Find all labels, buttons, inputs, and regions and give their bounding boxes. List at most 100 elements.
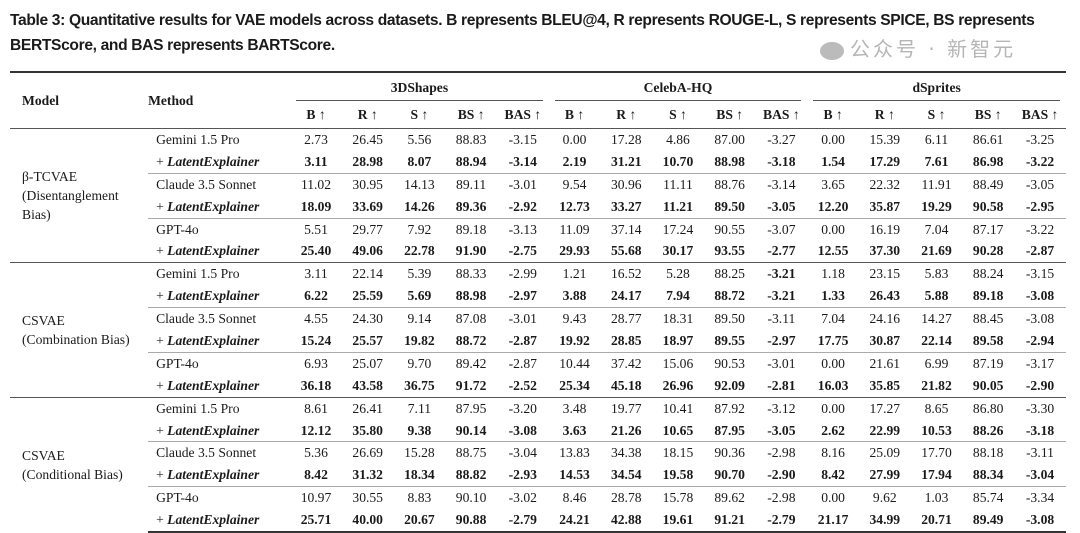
value-cell: 20.71: [910, 509, 963, 533]
value-cell: 37.42: [600, 351, 653, 375]
value-cell: 12.12: [300, 422, 332, 438]
value-cell: 26.45: [341, 127, 394, 151]
value-cell: 31.21: [610, 153, 642, 169]
value-cell: 5.28: [652, 262, 704, 286]
value-cell: 3.65: [807, 172, 859, 196]
value-cell: 89.58: [972, 332, 1004, 348]
value-cell: 8.42: [304, 467, 328, 483]
method-cell: + LatentExplainer: [148, 420, 290, 442]
value-cell: 22.99: [869, 422, 901, 438]
value-cell: 90.55: [703, 217, 756, 241]
value-cell: 87.95: [714, 422, 745, 438]
value-cell: 17.29: [869, 153, 901, 169]
value-cell: 18.34: [404, 467, 435, 483]
value-cell: -3.04: [496, 441, 549, 465]
value-cell: 5.83: [910, 262, 963, 286]
latent-prefix: +: [156, 198, 168, 214]
value-cell: 21.61: [858, 351, 911, 375]
value-cell: 3.88: [562, 288, 587, 304]
value-cell: 34.54: [610, 467, 642, 483]
value-cell: 2.19: [562, 153, 587, 169]
value-cell: 89.18: [972, 288, 1004, 304]
value-cell: 14.13: [393, 172, 446, 196]
value-cell: 8.61: [290, 396, 342, 420]
value-cell: 7.11: [393, 396, 446, 420]
value-cell: 30.17: [662, 243, 694, 259]
method-cell: + LatentExplainer: [148, 330, 290, 352]
value-cell: 11.91: [910, 172, 963, 196]
table-row: + LatentExplainer 18.09 33.69 14.26 89.36 -2.…: [10, 196, 1066, 218]
value-cell: 17.94: [921, 467, 952, 483]
value-cell: 10.41: [652, 396, 704, 420]
value-cell: 89.36: [455, 198, 487, 214]
value-cell: -2.87: [496, 351, 549, 375]
value-cell: 29.77: [341, 217, 394, 241]
value-cell: 15.24: [300, 332, 332, 348]
header-metric: BS ↑: [445, 102, 497, 129]
value-cell: -2.79: [496, 509, 549, 533]
header-metric: BAS ↑: [1014, 102, 1066, 129]
value-cell: -3.01: [496, 307, 549, 331]
value-cell: 89.11: [445, 172, 497, 196]
value-cell: 30.96: [600, 172, 653, 196]
header-metric: R ↑: [600, 102, 653, 129]
value-cell: -3.13: [496, 217, 549, 241]
value-cell: 16.19: [858, 217, 911, 241]
value-cell: 14.26: [404, 198, 435, 214]
value-cell: -3.12: [755, 396, 808, 420]
table-row: Claude 3.5 Sonnet 4.55 24.30 9.14 87.08 -3.01…: [10, 307, 1066, 331]
value-cell: 30.55: [341, 486, 394, 510]
value-cell: 88.45: [962, 307, 1015, 331]
value-cell: 19.82: [404, 332, 435, 348]
header-dataset-celebahq: CelebA-HQ: [548, 71, 808, 102]
value-cell: 87.08: [445, 307, 497, 331]
table-row: Claude 3.5 Sonnet 5.36 26.69 15.28 88.75 -3.0…: [10, 441, 1066, 465]
value-cell: 90.70: [714, 467, 745, 483]
value-cell: 88.83: [445, 127, 497, 151]
value-cell: 89.50: [703, 307, 756, 331]
value-cell: 8.83: [393, 486, 446, 510]
value-cell: -2.79: [755, 509, 808, 533]
value-cell: 89.62: [703, 486, 756, 510]
table-caption: Table 3: Quantitative results for VAE mo…: [10, 12, 1035, 54]
value-cell: 13.83: [548, 441, 601, 465]
header-method: Method: [148, 71, 291, 129]
value-cell: 88.98: [714, 153, 745, 169]
table-row: CSVAE (Combination Bias) Gemini 1.5 Pro 3.1…: [10, 262, 1066, 398]
value-cell: 88.72: [714, 288, 745, 304]
model-label-line: (Disentanglement: [22, 188, 119, 204]
value-cell: 15.78: [652, 486, 704, 510]
model-cell: CSVAE (Combination Bias): [10, 262, 149, 398]
value-cell: 88.98: [455, 288, 487, 304]
header-metric: BAS ↑: [755, 102, 808, 129]
value-cell: 90.58: [972, 198, 1004, 214]
value-cell: 22.14: [341, 262, 394, 286]
value-cell: 25.34: [559, 377, 590, 393]
value-cell: -3.30: [1014, 396, 1066, 420]
value-cell: 26.41: [341, 396, 394, 420]
value-cell: 30.95: [341, 172, 394, 196]
value-cell: 0.00: [807, 396, 859, 420]
value-cell: -3.08: [1014, 307, 1066, 331]
header-metric: B ↑: [290, 102, 342, 129]
header-model: Model: [10, 71, 149, 129]
value-cell: 5.51: [290, 217, 342, 241]
table-row: + LatentExplainer 3.11 28.98 8.07 88.94 -3.14…: [10, 151, 1066, 173]
table-row: + LatentExplainer 6.22 25.59 5.69 88.98 -2.97…: [10, 285, 1066, 307]
table-row: + LatentExplainer 15.24 25.57 19.82 88.72 -2.…: [10, 330, 1066, 352]
value-cell: 90.53: [703, 351, 756, 375]
value-cell: -3.14: [508, 153, 537, 169]
value-cell: 35.87: [869, 198, 901, 214]
value-cell: 10.70: [662, 153, 694, 169]
value-cell: 91.90: [455, 243, 487, 259]
value-cell: 88.75: [445, 441, 497, 465]
value-cell: 91.72: [455, 377, 487, 393]
latent-prefix: +: [156, 332, 168, 348]
value-cell: 5.39: [393, 262, 446, 286]
value-cell: 35.80: [352, 422, 383, 438]
latent-prefix: +: [156, 467, 168, 483]
value-cell: 25.59: [352, 288, 383, 304]
value-cell: -3.22: [1014, 217, 1066, 241]
value-cell: 9.38: [407, 422, 432, 438]
header-dataset-dsprites: dSprites: [807, 71, 1066, 102]
